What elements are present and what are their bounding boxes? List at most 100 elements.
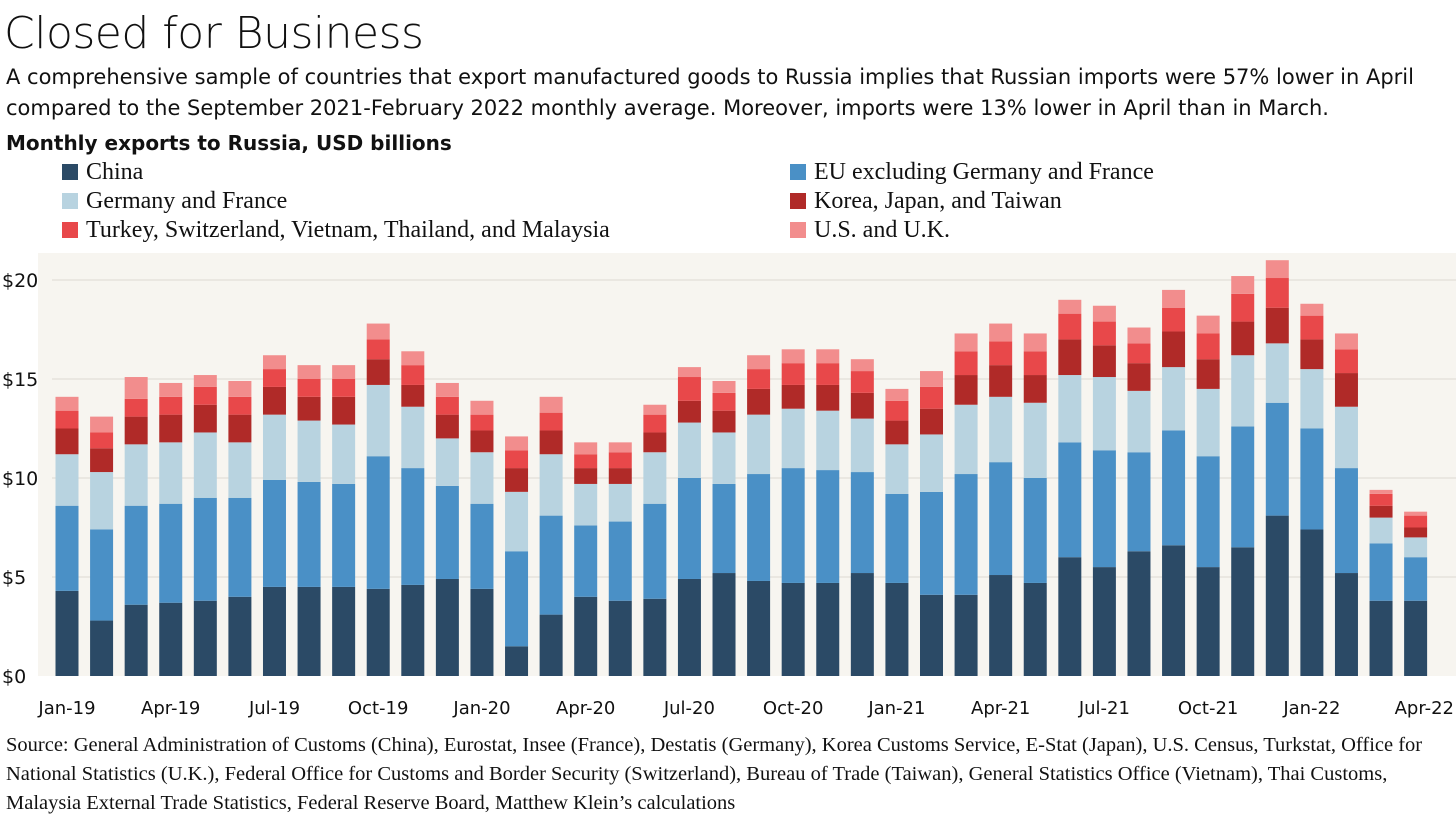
legend-swatch-china bbox=[62, 164, 78, 180]
bar-segment bbox=[297, 420, 321, 482]
bar-segment bbox=[90, 620, 114, 676]
bar-segment bbox=[470, 414, 494, 431]
bar-segment bbox=[90, 448, 114, 473]
x-tick-label: Oct-21 bbox=[1178, 698, 1239, 719]
bar-segment bbox=[920, 386, 943, 409]
bar-segment bbox=[55, 590, 79, 676]
bar-segment bbox=[228, 497, 252, 597]
bar-segment bbox=[1127, 452, 1151, 552]
bar-segment bbox=[1058, 299, 1082, 314]
bar-segment bbox=[159, 382, 183, 397]
bar-segment bbox=[677, 478, 701, 579]
bar-segment bbox=[159, 503, 183, 603]
bar-segment bbox=[989, 323, 1013, 342]
bar-segment bbox=[954, 594, 978, 676]
bar-segment bbox=[1334, 349, 1358, 374]
bar-segment bbox=[954, 375, 978, 405]
bar-segment bbox=[366, 359, 390, 385]
bar-segment bbox=[1092, 377, 1116, 451]
y-tick-label: $20 bbox=[2, 270, 38, 292]
units-label: Monthly exports to Russia, USD billions bbox=[6, 131, 452, 155]
bar-segment bbox=[1196, 456, 1220, 568]
bar-segment bbox=[816, 582, 840, 676]
bar-segment bbox=[850, 359, 874, 372]
bar-segment bbox=[920, 491, 943, 595]
bar-segment bbox=[677, 377, 701, 401]
bar-segment bbox=[677, 367, 701, 378]
legend-label-korea-japan-taiwan: Korea, Japan, and Taiwan bbox=[814, 188, 1062, 214]
bar-segment bbox=[297, 481, 321, 587]
bar-segment bbox=[885, 420, 909, 445]
bar-segment bbox=[332, 379, 356, 397]
bar-segment bbox=[401, 584, 425, 676]
bar-segment bbox=[539, 454, 563, 516]
bar-segment bbox=[816, 349, 840, 364]
bar-segment bbox=[332, 586, 356, 676]
bar-segment bbox=[435, 578, 459, 676]
bar-segment bbox=[1300, 339, 1324, 370]
x-tick-label: Oct-20 bbox=[763, 698, 824, 719]
bar-segment bbox=[712, 573, 736, 676]
bar-segment bbox=[193, 404, 217, 433]
bar-segment bbox=[1058, 339, 1082, 376]
bar-segment bbox=[1265, 307, 1289, 344]
bar-segment bbox=[332, 365, 356, 379]
bar-segment bbox=[470, 452, 494, 504]
bar-segment bbox=[55, 410, 79, 429]
bar-segment bbox=[90, 529, 114, 621]
legend-label-us-uk: U.S. and U.K. bbox=[814, 217, 950, 243]
bar-segment bbox=[1023, 333, 1047, 352]
bar-segment bbox=[1265, 343, 1289, 403]
bar-segment bbox=[574, 468, 598, 484]
bar-segment bbox=[193, 375, 217, 387]
bar-segment bbox=[920, 371, 943, 387]
bar-segment bbox=[1196, 567, 1220, 676]
bar-segment bbox=[885, 388, 909, 401]
bar-segment bbox=[989, 341, 1013, 366]
bar-segment bbox=[1092, 345, 1116, 378]
bar-segment bbox=[539, 515, 563, 615]
bar-segment bbox=[401, 384, 425, 407]
bar-segment bbox=[124, 444, 148, 506]
bar-segment bbox=[1127, 363, 1151, 391]
bar-segment bbox=[1162, 331, 1186, 368]
bar-segment bbox=[850, 392, 874, 419]
bar-segment bbox=[505, 436, 529, 451]
bar-segment bbox=[1265, 278, 1289, 308]
bar-segment bbox=[574, 525, 598, 597]
bar-segment bbox=[1300, 303, 1324, 316]
bar-segment bbox=[124, 416, 148, 445]
legend-item-germany-france: Germany and France bbox=[62, 186, 287, 216]
bar-segment bbox=[1023, 402, 1047, 478]
bar-segment bbox=[920, 408, 943, 435]
x-tick-label: Apr-22 bbox=[1395, 698, 1454, 719]
bar-segment bbox=[124, 505, 148, 605]
bar-segment bbox=[539, 614, 563, 676]
bar-segment bbox=[1231, 293, 1255, 322]
bar-segment bbox=[159, 602, 183, 676]
bar-segment bbox=[1196, 359, 1220, 389]
bar-segment bbox=[677, 578, 701, 676]
bar-segment bbox=[712, 483, 736, 574]
bar-segment bbox=[401, 365, 425, 385]
bar-segment bbox=[747, 474, 771, 581]
bar-segment bbox=[574, 454, 598, 469]
bar-segment bbox=[55, 505, 79, 591]
bar-segment bbox=[885, 400, 909, 421]
bar-segment bbox=[1231, 426, 1255, 548]
bar-segment bbox=[435, 485, 459, 579]
bar-segment bbox=[366, 588, 390, 676]
legend: China Germany and France Turkey, Switzer… bbox=[0, 157, 1456, 247]
bar-segment bbox=[608, 452, 632, 469]
bar-segment bbox=[401, 351, 425, 366]
legend-item-turkey-group: Turkey, Switzerland, Vietnam, Thailand, … bbox=[62, 215, 610, 245]
bar-segment bbox=[781, 408, 805, 469]
bar-segment bbox=[608, 521, 632, 601]
bar-segment bbox=[505, 551, 529, 647]
legend-label-germany-france: Germany and France bbox=[86, 188, 288, 214]
bar-segment bbox=[1162, 289, 1186, 308]
bar-segment bbox=[124, 604, 148, 676]
bar-segment bbox=[712, 380, 736, 393]
x-tick-label: Jul-20 bbox=[663, 698, 715, 719]
bar-segment bbox=[1092, 567, 1116, 676]
